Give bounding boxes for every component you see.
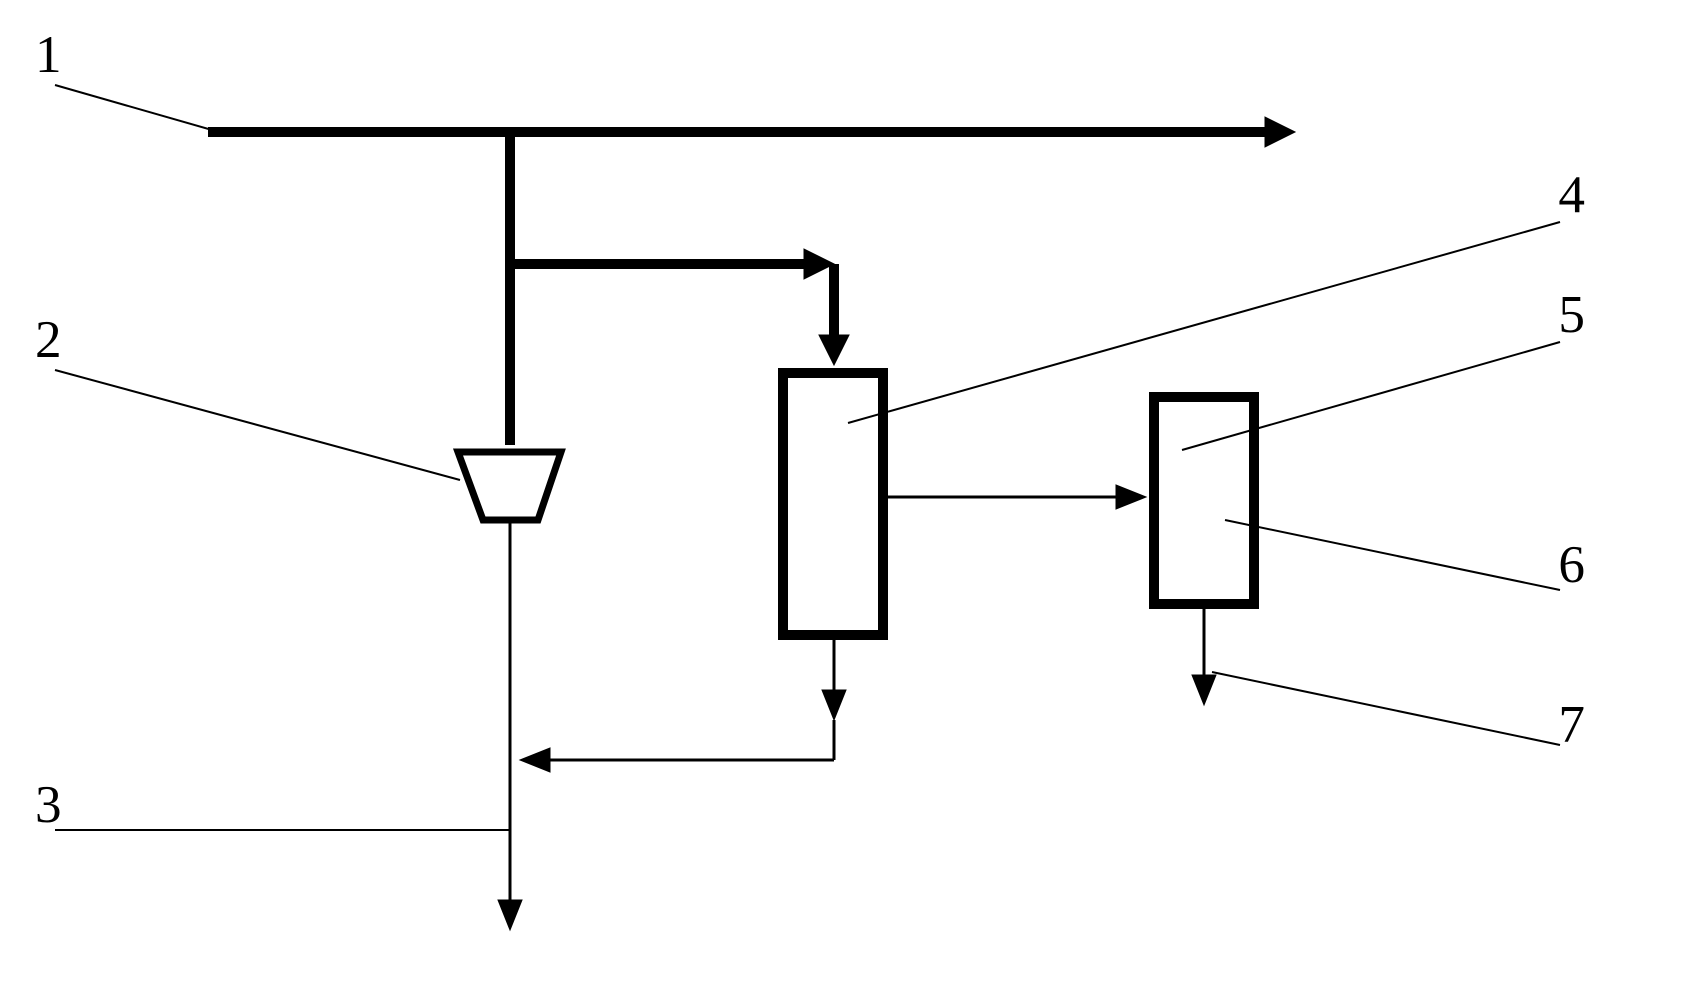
callout-label-4: 4: [1558, 165, 1585, 224]
callout-label-3: 3: [35, 775, 62, 834]
callout-label-6: 6: [1558, 535, 1585, 594]
callout-leader-7: [1212, 672, 1560, 745]
callout-leader-6: [1225, 520, 1560, 590]
callout-label-1: 1: [35, 25, 62, 84]
callout-label-5: 5: [1558, 285, 1585, 344]
callout-leader-2: [55, 370, 460, 480]
callout-leader-1: [55, 85, 219, 132]
callout-label-7: 7: [1558, 695, 1585, 754]
funnel-node: [458, 452, 561, 520]
box-4: [783, 373, 883, 635]
callout-label-2: 2: [35, 310, 62, 369]
box-6: [1154, 397, 1254, 604]
